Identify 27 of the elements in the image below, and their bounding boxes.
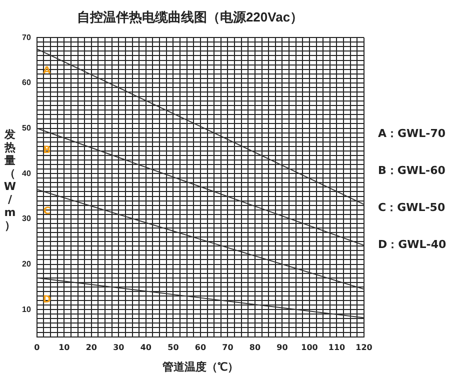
- text: D：GWL-40: [378, 237, 446, 253]
- x-tick-label: 40: [140, 342, 152, 352]
- x-axis-title: 管道温度（℃）: [161, 360, 238, 374]
- x-tick-label: 70: [222, 342, 234, 352]
- y-axis-title: 发热量（W/m）: [3, 128, 17, 232]
- x-tick-label: 10: [58, 342, 70, 352]
- y-tick-label: 50: [22, 123, 32, 132]
- x-tick-label: 120: [356, 342, 373, 352]
- text: A：GWL-70: [378, 126, 446, 142]
- y-tick-label: 60: [22, 78, 32, 88]
- x-tick-label: 80: [249, 342, 261, 352]
- x-tick-label: 0: [34, 342, 40, 352]
- chart-title: 自控温伴热电缆曲线图（电源220Vac）: [76, 9, 304, 24]
- y-tick-label: 20: [22, 259, 32, 268]
- x-tick-label: 50: [168, 342, 180, 352]
- x-tick-label: 110: [328, 342, 346, 352]
- y-tick-label: 70: [22, 32, 32, 42]
- y-tick-label: 10: [22, 304, 32, 314]
- x-tick-label: 100: [301, 342, 318, 352]
- y-tick-label: 40: [22, 168, 32, 178]
- x-tick-label: 90: [276, 342, 288, 352]
- x-tick-label: 30: [113, 342, 125, 352]
- x-tick-label: 60: [194, 342, 206, 352]
- y-tick-label: 30: [22, 214, 32, 224]
- text: B：GWL-60: [378, 163, 446, 179]
- text: C：GWL-50: [378, 200, 446, 216]
- x-tick-label: 20: [86, 342, 98, 352]
